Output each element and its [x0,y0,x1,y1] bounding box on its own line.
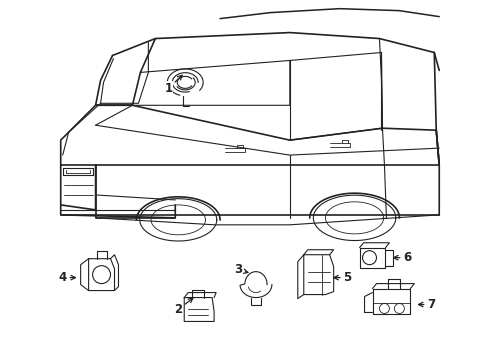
Text: 5: 5 [333,271,351,284]
Text: 3: 3 [233,263,247,276]
Text: 6: 6 [393,251,411,264]
Text: 1: 1 [164,75,182,95]
Text: 4: 4 [59,271,75,284]
Text: 2: 2 [174,298,192,316]
Text: 7: 7 [418,298,434,311]
